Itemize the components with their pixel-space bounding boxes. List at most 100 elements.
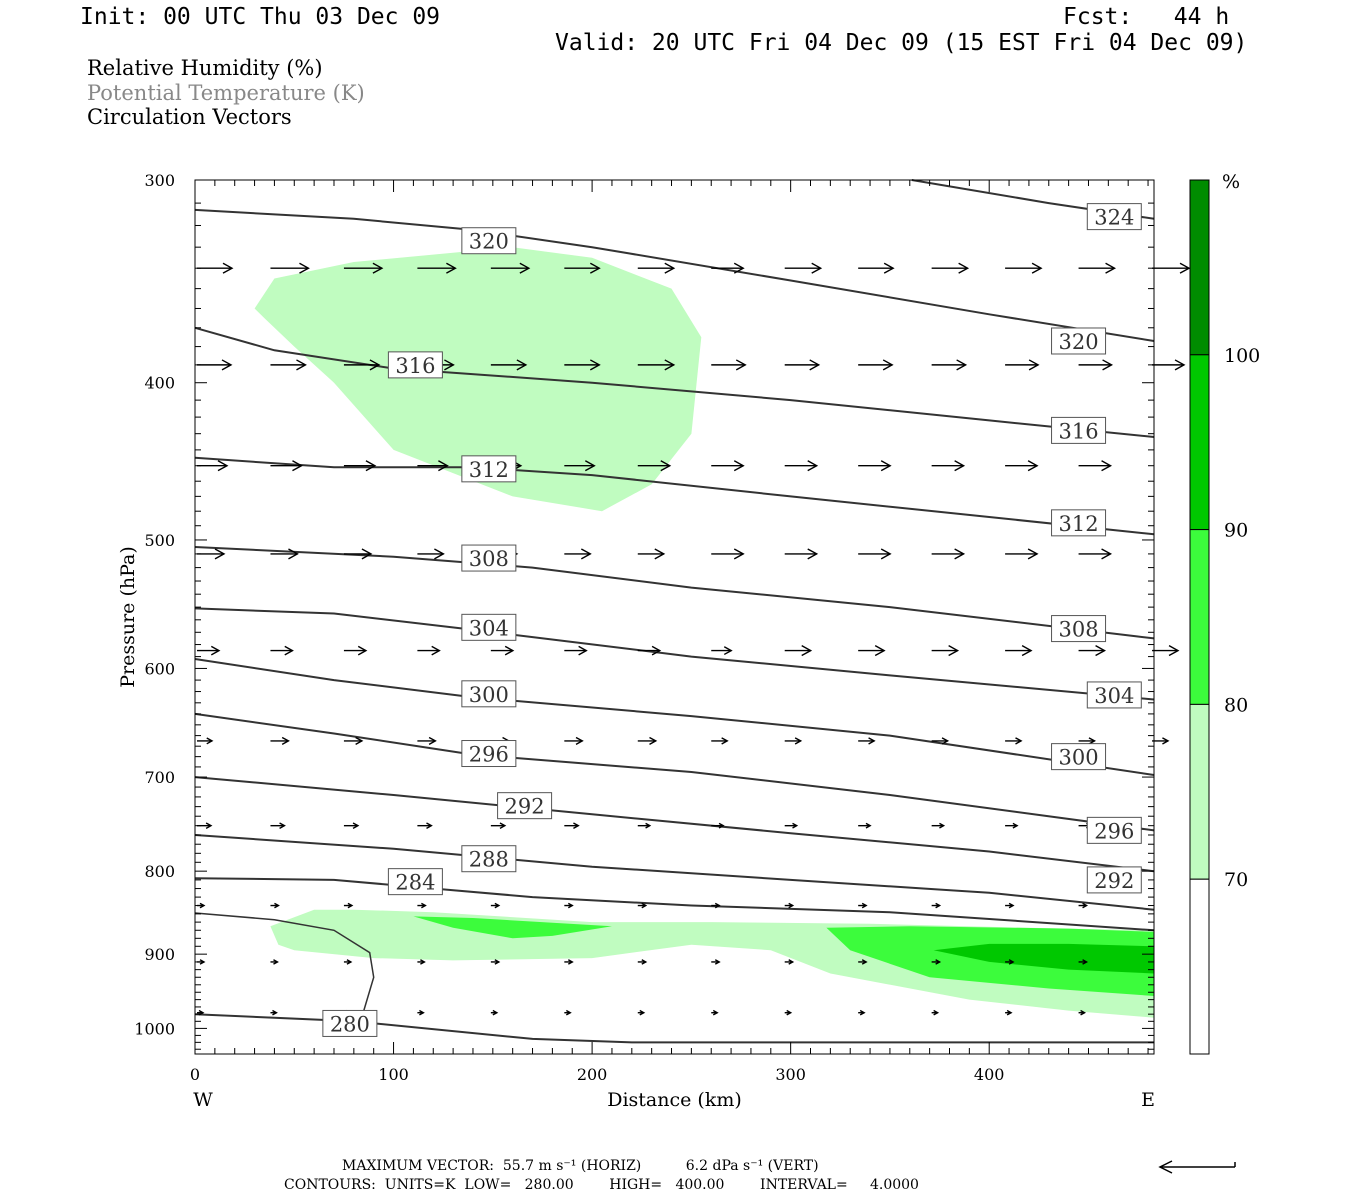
vector-arrow [637,359,676,371]
vector-arrow [1152,737,1170,745]
vector-head [420,959,426,965]
vector-arrow [343,645,368,656]
vector-head [735,359,747,371]
vector-head [494,902,501,909]
vector-head [372,262,384,274]
vector-arrow [1005,822,1019,829]
vector-head [714,902,721,909]
y-tick-label: 500 [144,531,175,550]
colorbar-label: 90 [1224,520,1248,542]
vector-head [792,822,799,829]
vector-head [1015,737,1023,745]
theta-contour-316 [194,326,1155,438]
vector-arrow [784,1009,793,1016]
vector-head [217,460,229,472]
vector-head [589,262,601,274]
vector-head [438,460,449,472]
vector-head [428,736,437,745]
vector-head [1028,359,1040,371]
vector-arrow [637,822,652,829]
vector-arrow [858,359,894,371]
vector-head [273,959,279,965]
theta-contour-304 [194,607,1155,701]
vector-arrow [931,959,942,965]
vector-head [206,737,214,745]
x-tick-label: 300 [775,1065,806,1084]
vector-arrow [1152,645,1180,657]
vector-arrow [564,460,596,472]
vector-head [733,262,745,274]
vector-head [941,737,950,745]
vector-head [958,262,970,274]
vector-head [794,737,803,745]
vector-head [733,548,745,560]
vector-head [1082,902,1089,909]
vector-arrow [343,736,364,745]
vector-head [935,959,942,965]
contour-label-box-304 [461,613,517,641]
vector-arrow [1078,262,1117,274]
vector-arrow [784,262,823,274]
theta-contour-300 [194,658,1155,776]
vector-head [279,822,286,829]
colorbar-label: 70 [1224,869,1248,891]
vector-head [1162,737,1170,745]
contour-label-324: 324 [1094,206,1134,230]
vector-head [788,959,795,965]
x-tick-label: 0 [190,1065,200,1084]
vector-head [664,359,676,371]
vector-head [274,902,280,909]
vector-arrow [417,548,445,560]
vector-head [222,262,234,274]
vector-arrow [270,1009,278,1016]
vector-arrow [343,460,377,472]
x-axis-title: Distance (km) [607,1089,742,1111]
vector-arrow [931,359,968,371]
contour-label-312: 312 [1059,512,1099,536]
vector-head [801,645,813,657]
vector-arrow [343,959,353,965]
x-endpoint-west: W [193,1089,213,1111]
vector-head [1101,548,1113,560]
vector-arrow [564,736,584,745]
contour-label-box-296 [461,740,517,768]
vector-head [1008,959,1015,965]
vector-arrow [931,460,966,472]
y-tick-label: 800 [144,862,175,881]
vector-head [664,262,676,274]
vector-arrow [637,645,662,656]
vector-head [426,822,433,829]
vector-arrow [417,645,441,656]
theta-contour-308 [194,546,1155,640]
vector-head [361,548,373,560]
axes-layer: 0 100 200 300 400 300 400 500 600 700 800 900 1000 Di… [117,171,1155,1111]
vector-head [567,902,574,909]
contour-label-288: 288 [469,848,509,872]
contour-label-box-288 [461,845,517,873]
vector-head [1027,460,1039,472]
contour-label-280: 280 [330,1012,370,1036]
vector-arrow [564,359,601,371]
contour-label-box-296 [1086,816,1142,844]
vector-arrow [270,460,303,472]
colorbar-unit: % [1222,171,1240,193]
vector-arrow [417,959,426,965]
vector-head [733,460,745,472]
vector-head [272,1009,278,1016]
vector-arrow [784,359,821,371]
vector-head [421,902,427,909]
vector-arrow [197,359,233,371]
vector-arrow [1078,645,1107,657]
vector-arrow [784,548,819,560]
contour-label-308: 308 [469,547,509,571]
vector-head [346,959,353,965]
contour-label-316: 316 [1059,419,1099,443]
vector-layer [197,262,1191,1016]
vector-arrow [1005,1009,1013,1016]
vector-arrow [784,737,803,745]
colorbar-segment [1189,179,1210,356]
vector-arrow [1152,262,1191,274]
vector-head [1095,645,1107,657]
y-tick-label: 900 [144,945,175,964]
